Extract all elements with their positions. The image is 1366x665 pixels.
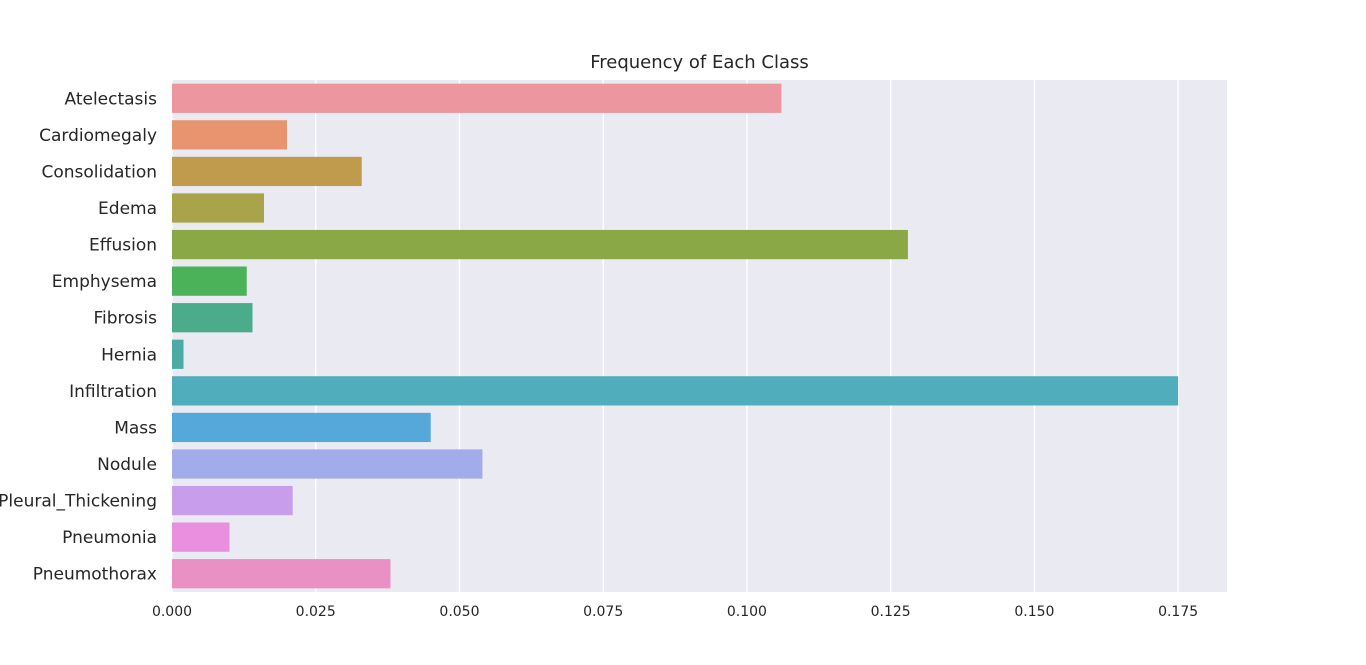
category-label: Pneumothorax [33,565,157,585]
bar-effusion [172,229,908,260]
category-label: Edema [98,199,157,219]
x-tick-label: 0.075 [583,604,623,620]
x-tick-label: 0.025 [296,604,336,620]
category-label: Effusion [89,236,157,256]
x-tick-label: 0.000 [152,604,192,620]
y-axis-labels: Atelectasis Cardiomegaly Consolidation Edem… [0,89,157,584]
category-label: Cardiomegaly [39,126,157,146]
category-label: Pleural_Thickening [0,492,157,512]
x-tick-label: 0.050 [439,604,479,620]
category-label: Hernia [101,345,157,365]
category-label: Atelectasis [64,89,157,109]
bar-edema [172,193,264,223]
category-label: Mass [114,418,157,438]
category-label: Fibrosis [93,309,157,329]
bar-hernia [172,339,184,369]
x-tick-label: 0.100 [727,604,767,620]
bar-fibrosis [172,303,253,333]
x-tick-label: 0.175 [1158,604,1198,620]
bar-mass [172,412,431,443]
bar-pneumonia [172,522,230,552]
bar-pneumothorax [172,559,391,589]
category-label: Emphysema [52,272,157,292]
bar-nodule [172,449,483,479]
category-label: Nodule [97,455,157,475]
bars [172,83,1179,589]
category-label: Infiltration [69,382,157,402]
bar-atelectasis [172,83,782,113]
category-label: Pneumonia [62,528,157,548]
bar-consolidation [172,156,362,187]
x-tick-label: 0.150 [1014,604,1054,620]
category-label: Consolidation [41,162,157,182]
chart-title: Frequency of Each Class [590,52,809,73]
x-axis-ticks: 0.000 0.025 0.050 0.075 0.100 0.125 0.150 0.175 [152,604,1198,620]
bar-infiltration [172,376,1179,406]
bar-pleural-thickening [172,485,293,516]
bar-emphysema [172,266,247,296]
bar-cardiomegaly [172,120,287,150]
x-tick-label: 0.125 [871,604,911,620]
